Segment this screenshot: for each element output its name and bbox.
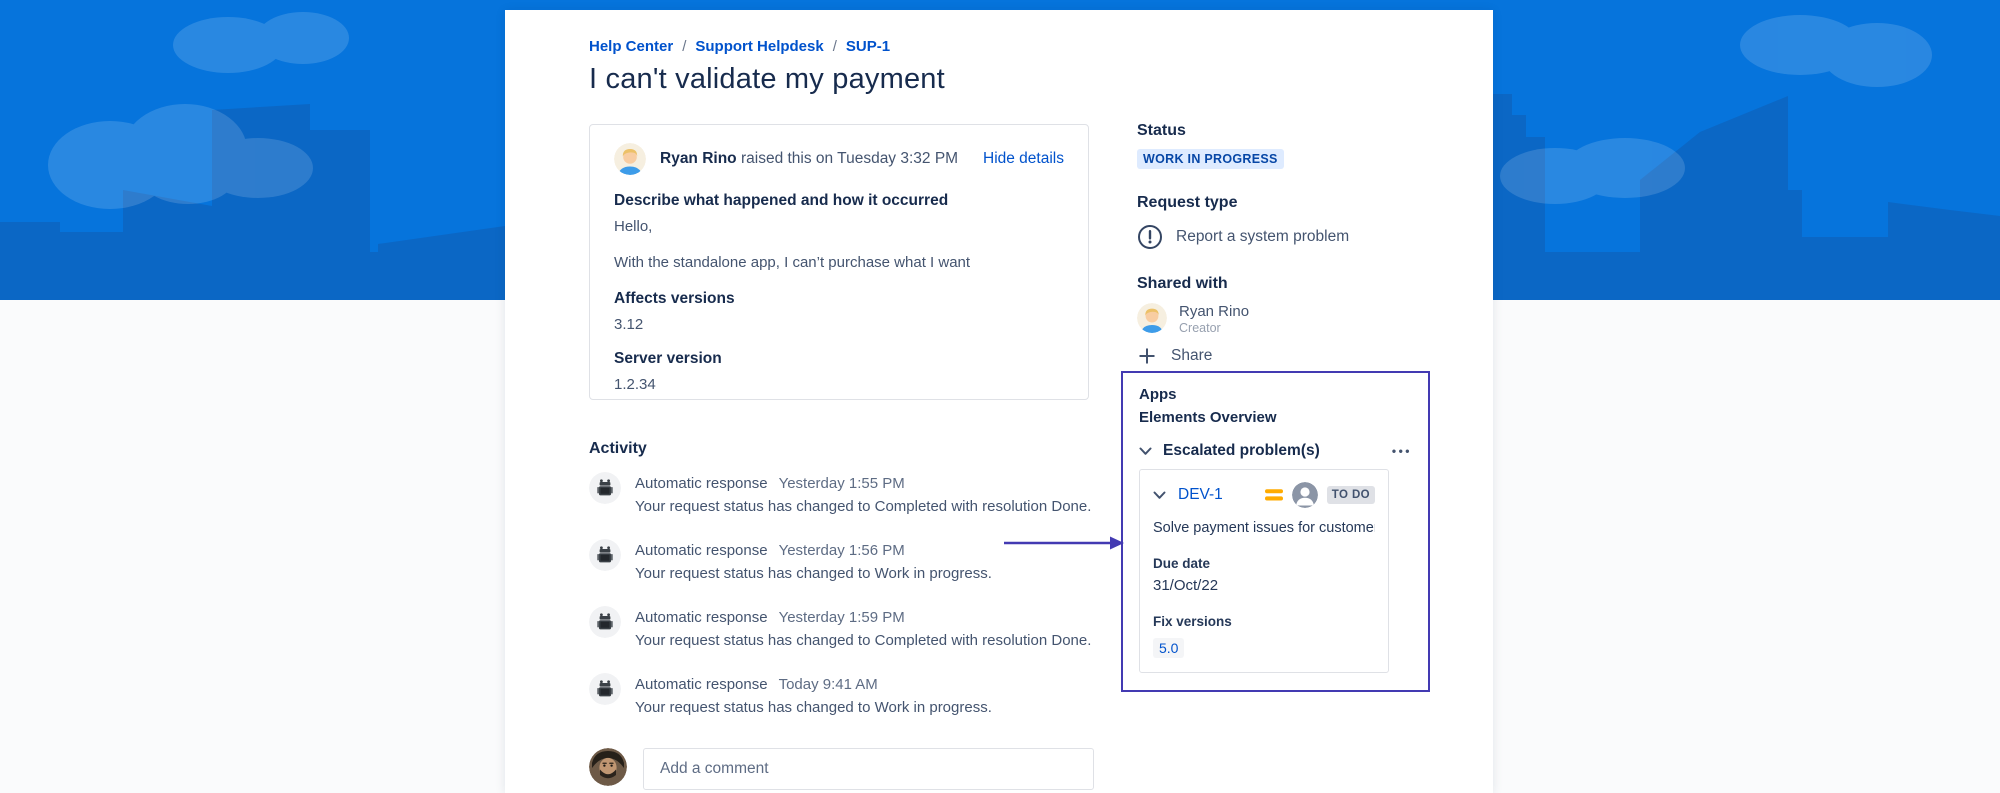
server-version-label: Server version [614,350,722,367]
breadcrumb-support-helpdesk[interactable]: Support Helpdesk [695,38,824,55]
chevron-down-icon[interactable] [1153,491,1166,500]
activity-author: Automatic response [635,475,768,492]
issue-key-link[interactable]: DEV-1 [1178,486,1223,503]
activity-heading: Activity [589,440,647,457]
bot-avatar-icon [589,472,621,504]
request-type-row: Report a system problem [1137,224,1477,250]
share-button[interactable]: Share [1137,346,1477,366]
assignee-avatar-icon [1291,482,1318,508]
current-user-avatar [589,748,627,786]
server-version-value: 1.2.34 [614,376,656,393]
breadcrumb-separator: / [682,38,687,55]
reporter-avatar [614,143,646,175]
activity-author: Automatic response [635,676,768,693]
activity-message: Your request status has changed to Work … [635,699,992,716]
apps-panel-title: Elements Overview [1139,409,1277,426]
breadcrumb-help-center[interactable]: Help Center [589,38,674,55]
status-heading: Status [1137,122,1186,139]
page-title: I can't validate my payment [589,63,945,95]
breadcrumb: Help Center / Support Helpdesk / SUP-1 [589,38,890,55]
affects-versions-label: Affects versions [614,290,735,307]
request-detail-panel: Help Center / Support Helpdesk / SUP-1 I… [505,10,1493,793]
issue-status-badge: TO DO [1326,486,1375,504]
activity-author: Automatic response [635,542,768,559]
shared-person-role: Creator [1179,321,1221,335]
more-menu-icon[interactable]: ••• [1391,444,1412,458]
breadcrumb-separator: / [832,38,837,55]
fix-version-link[interactable]: 5.0 [1153,638,1185,658]
activity-message: Your request status has changed to Compl… [635,632,1092,649]
bot-avatar-icon [589,606,621,638]
shared-person-name: Ryan Rino [1179,303,1250,320]
due-date-value: 31/Oct/22 [1153,577,1219,594]
bot-avatar-icon [589,539,621,571]
reporter-row: Ryan Rino raised this on Tuesday 3:32 PM… [614,143,1064,175]
add-comment-input[interactable] [643,748,1094,790]
activity-list: Automatic response Yesterday 1:55 PM Your… [589,472,1109,740]
bot-avatar-icon [589,673,621,705]
issue-summary: Solve payment issues for customers [1153,520,1375,536]
request-type-value: Report a system problem [1176,228,1350,245]
activity-item: Automatic response Today 9:41 AM Your req… [589,673,1109,719]
escalated-group-row: Escalated problem(s) ••• [1139,442,1412,460]
linked-issue-card: DEV-1 TO DO [1139,469,1389,673]
reporter-name: Ryan Rino [660,150,737,167]
activity-message: Your request status has changed to Compl… [635,498,1092,515]
raised-text: raised this on Tuesday 3:32 PM [740,150,959,167]
request-type-heading: Request type [1137,194,1238,211]
hide-details-link[interactable]: Hide details [983,150,1064,167]
affects-versions-value: 3.12 [614,316,644,333]
share-label: Share [1171,347,1213,364]
describe-label: Describe what happened and how it occurr… [614,192,949,209]
activity-item: Automatic response Yesterday 1:55 PM Your… [589,472,1109,518]
shared-person-row: Ryan Rino Creator [1137,303,1477,335]
describe-line2: With the standalone app, I can’t purchas… [614,254,971,271]
apps-section-label: Apps [1139,386,1177,403]
activity-author: Automatic response [635,609,768,626]
activity-timestamp: Today 9:41 AM [778,676,878,693]
activity-item: Automatic response Yesterday 1:59 PM Your… [589,606,1109,652]
activity-timestamp: Yesterday 1:56 PM [778,542,905,559]
activity-timestamp: Yesterday 1:55 PM [778,475,905,492]
breadcrumb-issue-key[interactable]: SUP-1 [845,38,891,55]
chevron-down-icon[interactable] [1139,447,1152,456]
issue-header-icons: TO DO [1264,482,1375,508]
annotation-arrow [1004,536,1124,550]
shared-person-avatar [1137,303,1167,333]
shared-with-heading: Shared with [1137,275,1228,292]
fix-versions-label: Fix versions [1153,614,1232,629]
request-details-card: Ryan Rino raised this on Tuesday 3:32 PM… [589,124,1089,400]
activity-timestamp: Yesterday 1:59 PM [778,609,905,626]
request-sidebar: Status WORK IN PROGRESS Request type Rep… [1137,122,1477,366]
activity-item: Automatic response Yesterday 1:56 PM Your… [589,539,1109,585]
plus-icon [1139,348,1155,364]
escalated-group-title: Escalated problem(s) [1163,442,1320,459]
activity-message: Your request status has changed to Work … [635,565,992,582]
issue-header-row: DEV-1 TO DO [1153,482,1375,508]
apps-panel: Apps Elements Overview Escalated problem… [1121,371,1430,692]
comment-row [589,748,1094,790]
priority-medium-icon [1264,489,1283,501]
due-date-label: Due date [1153,556,1211,571]
report-problem-icon [1138,225,1162,249]
status-badge: WORK IN PROGRESS [1137,149,1284,169]
reporter-line: Ryan Rino raised this on Tuesday 3:32 PM [660,150,958,168]
describe-line1: Hello, [614,218,653,235]
